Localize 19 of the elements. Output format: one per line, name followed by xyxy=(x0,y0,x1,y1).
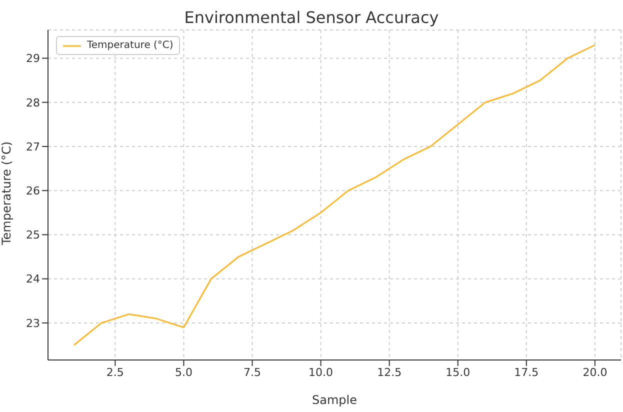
x-tick-label: 7.5 xyxy=(244,366,261,379)
x-tick-label: 20.0 xyxy=(582,366,608,379)
x-tick-label: 5.0 xyxy=(174,366,192,379)
x-tick-label: 2.5 xyxy=(106,366,124,379)
chart-title: Environmental Sensor Accuracy xyxy=(183,8,440,27)
x-axis-title: Sample xyxy=(312,393,357,407)
y-tick-label: 27 xyxy=(26,140,40,154)
x-tick-label: 15.0 xyxy=(446,366,470,379)
x-tick-label: 10.0 xyxy=(308,366,334,379)
x-tick-label: 12.5 xyxy=(377,366,402,379)
legend-label: Temperature (°C) xyxy=(87,40,174,51)
y-tick-label: 25 xyxy=(26,228,40,242)
x-tick-label: 17.5 xyxy=(514,366,539,379)
y-tick-label: 26 xyxy=(26,184,40,198)
y-tick-label: 24 xyxy=(26,272,40,286)
y-tick-label: 28 xyxy=(26,96,40,110)
y-tick-label: 23 xyxy=(26,316,40,330)
y-axis-title: Temperature (°C) xyxy=(0,141,14,246)
y-tick-label: 29 xyxy=(26,52,40,66)
